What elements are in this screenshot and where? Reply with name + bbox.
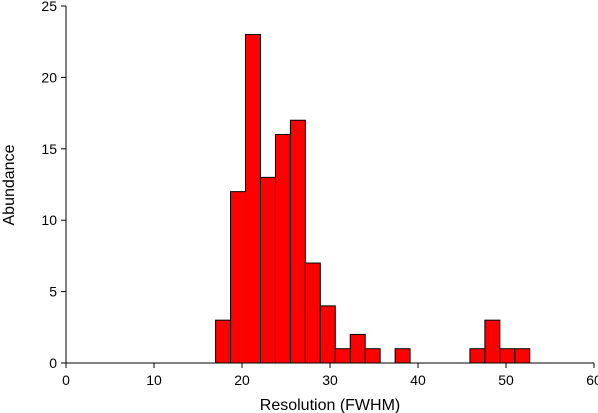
y-tick-label-1: 5 (49, 284, 57, 300)
y-tick-label-4: 20 (41, 69, 57, 85)
y-tick-label-3: 15 (41, 141, 57, 157)
histogram-bar-10 (364, 348, 381, 364)
bars-group (215, 34, 531, 364)
y-axis-ticks: 0 5 10 15 20 25 (41, 0, 66, 371)
x-tick-label-6: 60 (586, 372, 598, 388)
x-axis-ticks: 0 10 20 30 40 50 60 (62, 363, 598, 388)
histogram-bar-0 (215, 319, 232, 364)
x-tick-label-2: 20 (234, 372, 250, 388)
x-tick-label-0: 0 (62, 372, 70, 388)
histogram-bar-9 (349, 333, 366, 364)
y-tick-label-5: 25 (41, 0, 57, 14)
y-tick-label-2: 10 (41, 212, 57, 228)
histogram-bar-7 (319, 305, 336, 364)
histogram-bar-17 (469, 348, 486, 364)
histogram-bar-19 (499, 348, 516, 364)
histogram-bar-20 (514, 348, 531, 364)
y-tick-label-0: 0 (49, 355, 57, 371)
histogram-bar-12 (394, 348, 411, 364)
x-axis-title: Resolution (FWHM) (260, 397, 400, 413)
y-axis-title: Abundance (1, 144, 18, 225)
x-tick-label-5: 50 (498, 372, 514, 388)
histogram-bar-8 (334, 348, 351, 364)
histogram-bar-1 (230, 191, 247, 364)
histogram-bar-6 (304, 262, 321, 364)
histogram-bar-5 (289, 119, 306, 364)
histogram-bar-18 (484, 319, 501, 364)
histogram-bar-3 (259, 176, 276, 364)
x-tick-label-4: 40 (410, 372, 426, 388)
histogram-bar-4 (274, 134, 291, 364)
histogram-bar-2 (245, 34, 261, 364)
x-tick-label-1: 10 (146, 372, 162, 388)
x-tick-label-3: 30 (322, 372, 338, 388)
